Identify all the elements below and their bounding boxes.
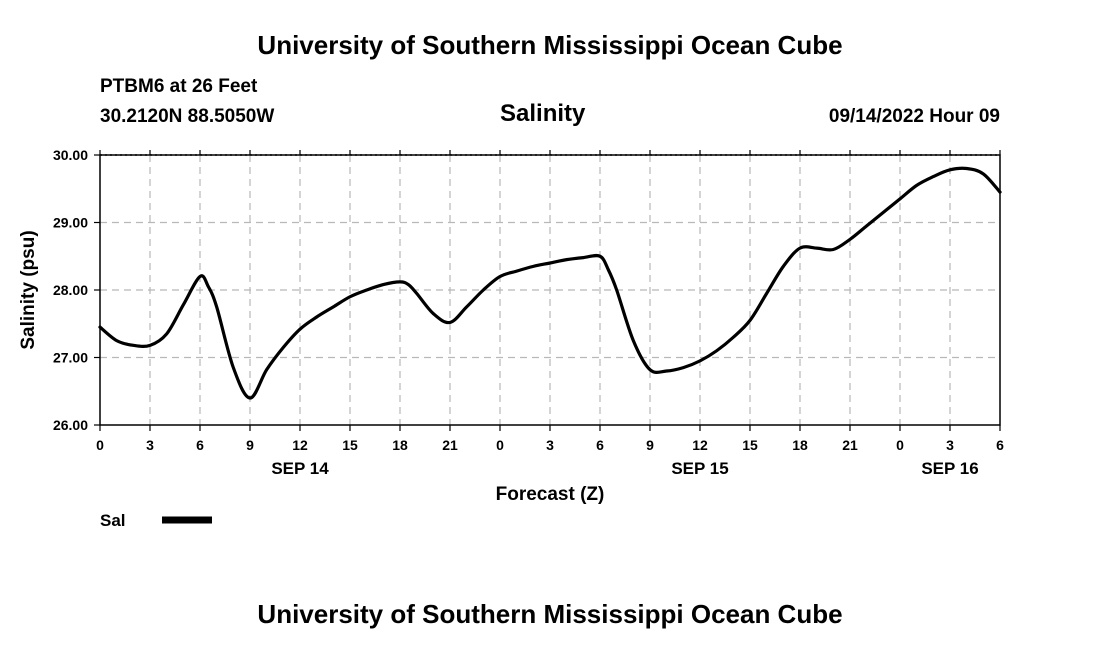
x-axis-label: Forecast (Z) — [496, 484, 605, 505]
y-tick-label: 29.00 — [53, 215, 88, 231]
x-tick-label: 0 — [496, 437, 504, 453]
y-axis-label: Salinity (psu) — [18, 230, 39, 349]
date-labels: SEP 14 SEP 15 SEP 16 — [271, 459, 978, 478]
y-tick-label: 27.00 — [53, 350, 88, 366]
x-tick-label: 21 — [442, 437, 458, 453]
x-tick-label: 9 — [246, 437, 254, 453]
x-tick-label: 3 — [546, 437, 554, 453]
y-tick-label: 30.00 — [53, 147, 88, 163]
y-tick-label: 26.00 — [53, 417, 88, 433]
date-label: SEP 16 — [921, 459, 978, 478]
series-line-sal — [98, 166, 1002, 400]
legend-label: Sal — [100, 511, 126, 530]
station-coordinates: 30.2120N 88.5050W — [100, 106, 275, 127]
grid-lines — [100, 154, 1000, 425]
footer-title: University of Southern Mississippi Ocean… — [257, 599, 843, 629]
x-tick-labels: 0 3 6 9 12 15 18 21 0 3 6 9 12 15 18 21 0 3 6 — [96, 437, 1004, 453]
x-tick-label: 6 — [196, 437, 204, 453]
x-tick-label: 0 — [896, 437, 904, 453]
x-tick-label: 0 — [96, 437, 104, 453]
x-tick-label: 12 — [292, 437, 308, 453]
x-tick-label: 21 — [842, 437, 858, 453]
x-tick-label: 6 — [996, 437, 1004, 453]
y-tick-label: 28.00 — [53, 282, 88, 298]
x-tick-label: 9 — [646, 437, 654, 453]
x-tick-label: 15 — [742, 437, 758, 453]
x-tick-label: 3 — [146, 437, 154, 453]
axis-ticks — [94, 150, 1001, 431]
date-label: SEP 14 — [271, 459, 329, 478]
x-tick-label: 6 — [596, 437, 604, 453]
x-tick-label: 12 — [692, 437, 708, 453]
x-tick-label: 18 — [392, 437, 408, 453]
plot-title: Salinity — [500, 100, 586, 127]
x-tick-label: 3 — [946, 437, 954, 453]
x-tick-label: 15 — [342, 437, 358, 453]
x-tick-label: 18 — [792, 437, 808, 453]
page-title: University of Southern Mississippi Ocean… — [257, 30, 843, 60]
y-tick-labels: 26.00 27.00 28.00 29.00 30.00 — [53, 147, 88, 433]
date-label: SEP 15 — [671, 459, 728, 478]
station-name: PTBM6 at 26 Feet — [100, 76, 258, 97]
forecast-time: 09/14/2022 Hour 09 — [828, 106, 1000, 127]
